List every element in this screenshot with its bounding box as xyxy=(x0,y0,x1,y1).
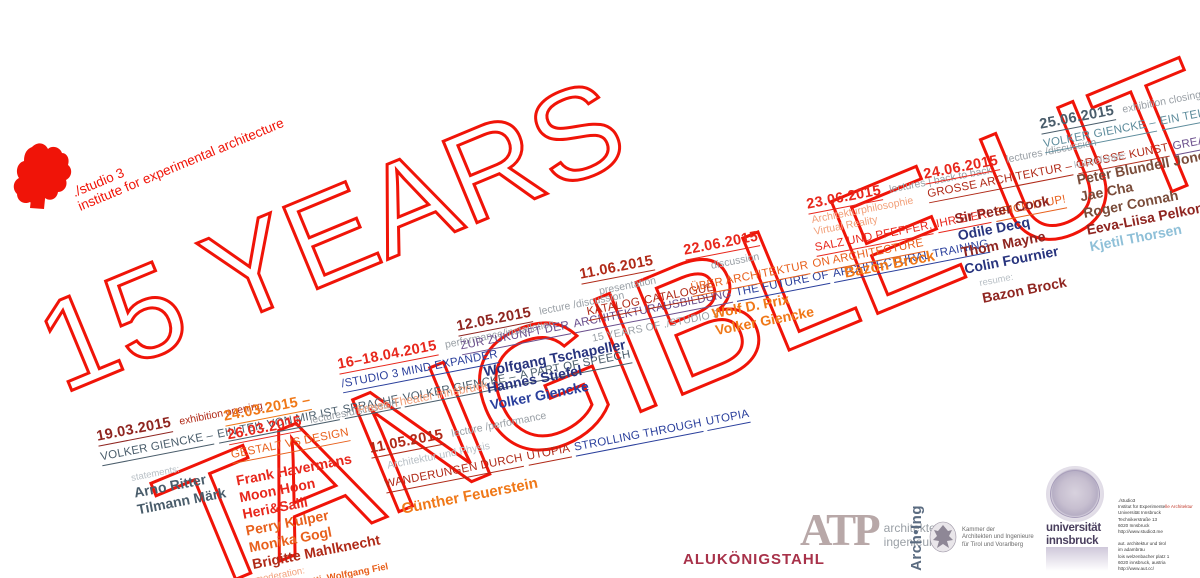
event-title-en-1: UTOPIA xyxy=(704,407,751,431)
university-seal-icon xyxy=(1046,466,1104,522)
imprint-a4: Technikerstraße 13 xyxy=(1118,516,1158,522)
imprint-a2: Institut für Experimentelle Architektur xyxy=(1118,504,1193,510)
kammer-line-2: Architekten und Ingenieure xyxy=(962,534,1034,541)
imprint-b5[interactable]: http://www.aut.cc/ xyxy=(1118,566,1154,572)
university-swash xyxy=(1046,547,1108,571)
kammer-line-3: für Tirol und Vorarlberg xyxy=(962,541,1024,548)
imprint-a2b: lle Architektur xyxy=(1165,504,1193,510)
imprint-b4: 6020 innsbruck, austria xyxy=(1118,559,1166,565)
sponsor-alukoenigstahl-logo[interactable]: ALUKÖNIGSTAHL xyxy=(683,551,825,568)
kammer-line-1: Kammer der xyxy=(962,526,996,533)
sponsor-atp-logo[interactable]: ATP architekten ingenieure xyxy=(800,505,943,555)
atp-sub-2: ingenieure xyxy=(883,535,940,549)
imprint-b2: im adambräu xyxy=(1118,547,1145,553)
event-title-de-0: KATALOG xyxy=(585,295,642,321)
studio3-blob-logo xyxy=(13,143,72,209)
archling-wordmark: Arch•Ing xyxy=(908,505,925,571)
atp-sub-1: architekten xyxy=(883,521,943,535)
imprint-b1: aut. architektur und tirol xyxy=(1118,541,1167,547)
institute-line-2: institute for experimental architecture xyxy=(75,115,286,214)
imprint-addresses: ./studio3 Institut für Experimentelle Ar… xyxy=(1118,498,1193,572)
imprint-b3: lois welzenbacher platz 1 xyxy=(1118,553,1170,559)
university-word-2: innsbruck xyxy=(1046,534,1099,547)
event-25-06[interactable]: 25.06.2015 exhibition closing VOLKER GIE… xyxy=(1038,13,1200,260)
university-word-1: universität xyxy=(1046,522,1101,534)
imprint-a5: 6020 Innsbruck xyxy=(1118,522,1150,528)
imprint-a2a: Institut für Experimente xyxy=(1118,504,1166,510)
sponsor-university-innsbruck-logo[interactable]: universität innsbruck xyxy=(1046,466,1108,571)
sponsor-archling-logo[interactable]: Arch•Ing Kammer der Architekten und Inge… xyxy=(908,505,1034,571)
atp-wordmark: ATP xyxy=(800,505,881,555)
institute-line-1: ./studio 3 xyxy=(70,165,127,200)
imprint-a3: Universität Innsbruck xyxy=(1118,510,1161,516)
institute-label: ./studio 3 institute for experimental ar… xyxy=(70,101,286,214)
event-title-de-1: UTOPIA xyxy=(525,442,572,466)
imprint-a6[interactable]: http://www.studio3.me xyxy=(1118,529,1163,535)
austrian-eagle-icon xyxy=(929,522,957,553)
imprint-a1: ./studio3 xyxy=(1118,498,1136,503)
